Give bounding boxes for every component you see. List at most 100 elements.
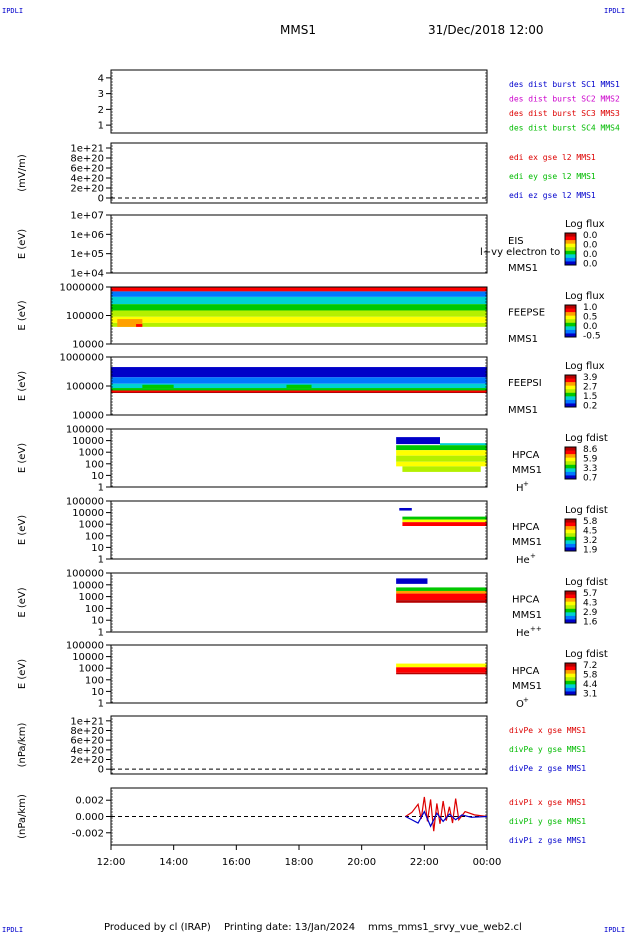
colorbar-segment	[565, 673, 576, 678]
spectrogram-band	[399, 507, 412, 511]
y-tick-label: 3	[98, 89, 104, 100]
y-tick-label: 4e+20	[70, 745, 104, 756]
instrument-label: FEEPSI	[508, 378, 542, 389]
y-tick-label: 6e+20	[70, 164, 104, 175]
colorbar-label: 0.7	[583, 474, 597, 484]
colorbar-label: 0.5	[583, 313, 597, 323]
colorbar-frame	[564, 590, 577, 624]
y-tick-label: 10	[91, 687, 104, 698]
y-tick-label: 2e+20	[70, 755, 104, 766]
colorbar-label: 4.3	[583, 599, 597, 609]
colorbar-segment	[565, 468, 576, 473]
charge-label: +	[523, 696, 529, 704]
y-tick-label: 1e+21	[70, 144, 104, 155]
colorbar-segment	[565, 378, 576, 383]
x-tick-label: 00:00	[473, 857, 502, 868]
colorbar-title: Log fdist	[565, 649, 608, 660]
y-tick-label: 100000	[66, 425, 104, 436]
y-tick-label: 1e+07	[70, 211, 104, 222]
spectrogram-band	[111, 291, 487, 297]
colorbar-segment	[565, 326, 576, 331]
footer-producer: Produced by cl (IRAP)	[104, 922, 211, 933]
colorbar-segment	[565, 687, 576, 692]
colorbar-segment	[565, 543, 576, 548]
colorbar-segment	[565, 257, 576, 262]
corner-label-top-right: IPDLI	[604, 7, 625, 15]
y-tick-label: 10000	[72, 580, 104, 591]
y-tick-label: 4e+20	[70, 174, 104, 185]
legend-entry: des dist burst SC1 MMS1	[509, 80, 620, 89]
x-tick-label: 18:00	[285, 857, 314, 868]
spectrogram-band	[396, 445, 487, 451]
spacecraft-label: MMS1	[512, 537, 542, 548]
colorbar-segment	[565, 261, 576, 266]
y-axis-label: E (eV)	[17, 515, 28, 545]
colorbar-label: 7.2	[583, 661, 597, 671]
colorbar-segment	[565, 250, 576, 255]
legend-entry: divPi y gse MMS1	[509, 817, 586, 826]
colorbar-segment	[565, 322, 576, 327]
y-tick-label: 2e+20	[70, 184, 104, 195]
colorbar-segment	[565, 450, 576, 455]
spectrogram-band	[402, 519, 487, 523]
species-label: He	[516, 555, 530, 566]
y-axis-label: E (eV)	[17, 659, 28, 689]
footer-printing-date: Printing date: 13/Jan/2024	[224, 922, 355, 933]
overlay-text: l+vy electron to	[480, 247, 560, 258]
y-tick-label: 10000	[72, 508, 104, 519]
y-tick-label: 10000	[72, 652, 104, 663]
y-tick-label: 10	[91, 471, 104, 482]
spectrogram-band	[396, 590, 487, 594]
y-tick-label: 100000	[66, 311, 104, 322]
colorbar-segment	[565, 670, 576, 675]
legend-entry: divPe x gse MMS1	[509, 726, 586, 735]
y-tick-label: 10000	[72, 411, 104, 422]
colorbar-segment	[565, 382, 576, 387]
y-tick-label: 1000	[79, 520, 104, 531]
colorbar-frame	[564, 232, 577, 266]
colorbar-label: 5.8	[583, 671, 598, 681]
colorbar-label: 1.9	[583, 546, 598, 556]
panel-feepsi: 1000000 100000 10000 E (eV) FEEPSI MMS1 Log fl…	[17, 353, 605, 422]
colorbar-segment	[565, 243, 576, 248]
colorbar-label: 5.9	[583, 455, 598, 465]
spectrogram-band	[396, 578, 428, 584]
panel-frame	[110, 428, 488, 488]
x-tick-label: 14:00	[159, 857, 188, 868]
colorbar-segment	[565, 236, 576, 241]
colorbar-segment	[565, 319, 576, 324]
instrument-label: HPCA	[512, 522, 540, 533]
y-tick-label: 1	[98, 555, 104, 566]
spacecraft-label: MMS1	[508, 263, 538, 274]
corner-label-bottom-right: IPDLI	[604, 926, 625, 934]
spacecraft-label: MMS1	[512, 610, 542, 621]
y-tick-label: 1	[98, 699, 104, 710]
x-tick-label: 16:00	[222, 857, 251, 868]
charge-label: +	[530, 552, 536, 560]
y-tick-label: 1000000	[59, 353, 104, 364]
colorbar-segment	[565, 529, 576, 534]
spacecraft-label: MMS1	[508, 334, 538, 345]
colorbar-segment	[565, 615, 576, 620]
instrument-label: HPCA	[512, 450, 540, 461]
spectrogram-band	[111, 296, 487, 305]
colorbar-segment	[565, 591, 576, 596]
y-tick-label: 0	[98, 194, 104, 205]
legend-entry: divPe z gse MMS1	[509, 764, 586, 773]
y-axis-label: (mV/m)	[17, 154, 28, 192]
species-label: H	[516, 483, 524, 494]
colorbar-frame	[564, 446, 577, 480]
corner-label-bottom-left: IPDLI	[2, 926, 23, 934]
colorbar-title: Log fdist	[565, 433, 608, 444]
colorbar-segment	[565, 312, 576, 317]
colorbar-label: 0.0	[583, 260, 598, 270]
y-tick-label: 1000	[79, 664, 104, 675]
colorbar-segment	[565, 399, 576, 404]
spectrogram-band	[402, 516, 487, 520]
legend-entry: des dist burst SC3 MMS3	[509, 109, 620, 118]
colorbar-segment	[565, 315, 576, 320]
colorbar-segment	[565, 666, 576, 671]
panel-divpi: 0.002 0.000 -0.002 (nPa/km) divPi x gse MMS1…	[17, 787, 586, 846]
